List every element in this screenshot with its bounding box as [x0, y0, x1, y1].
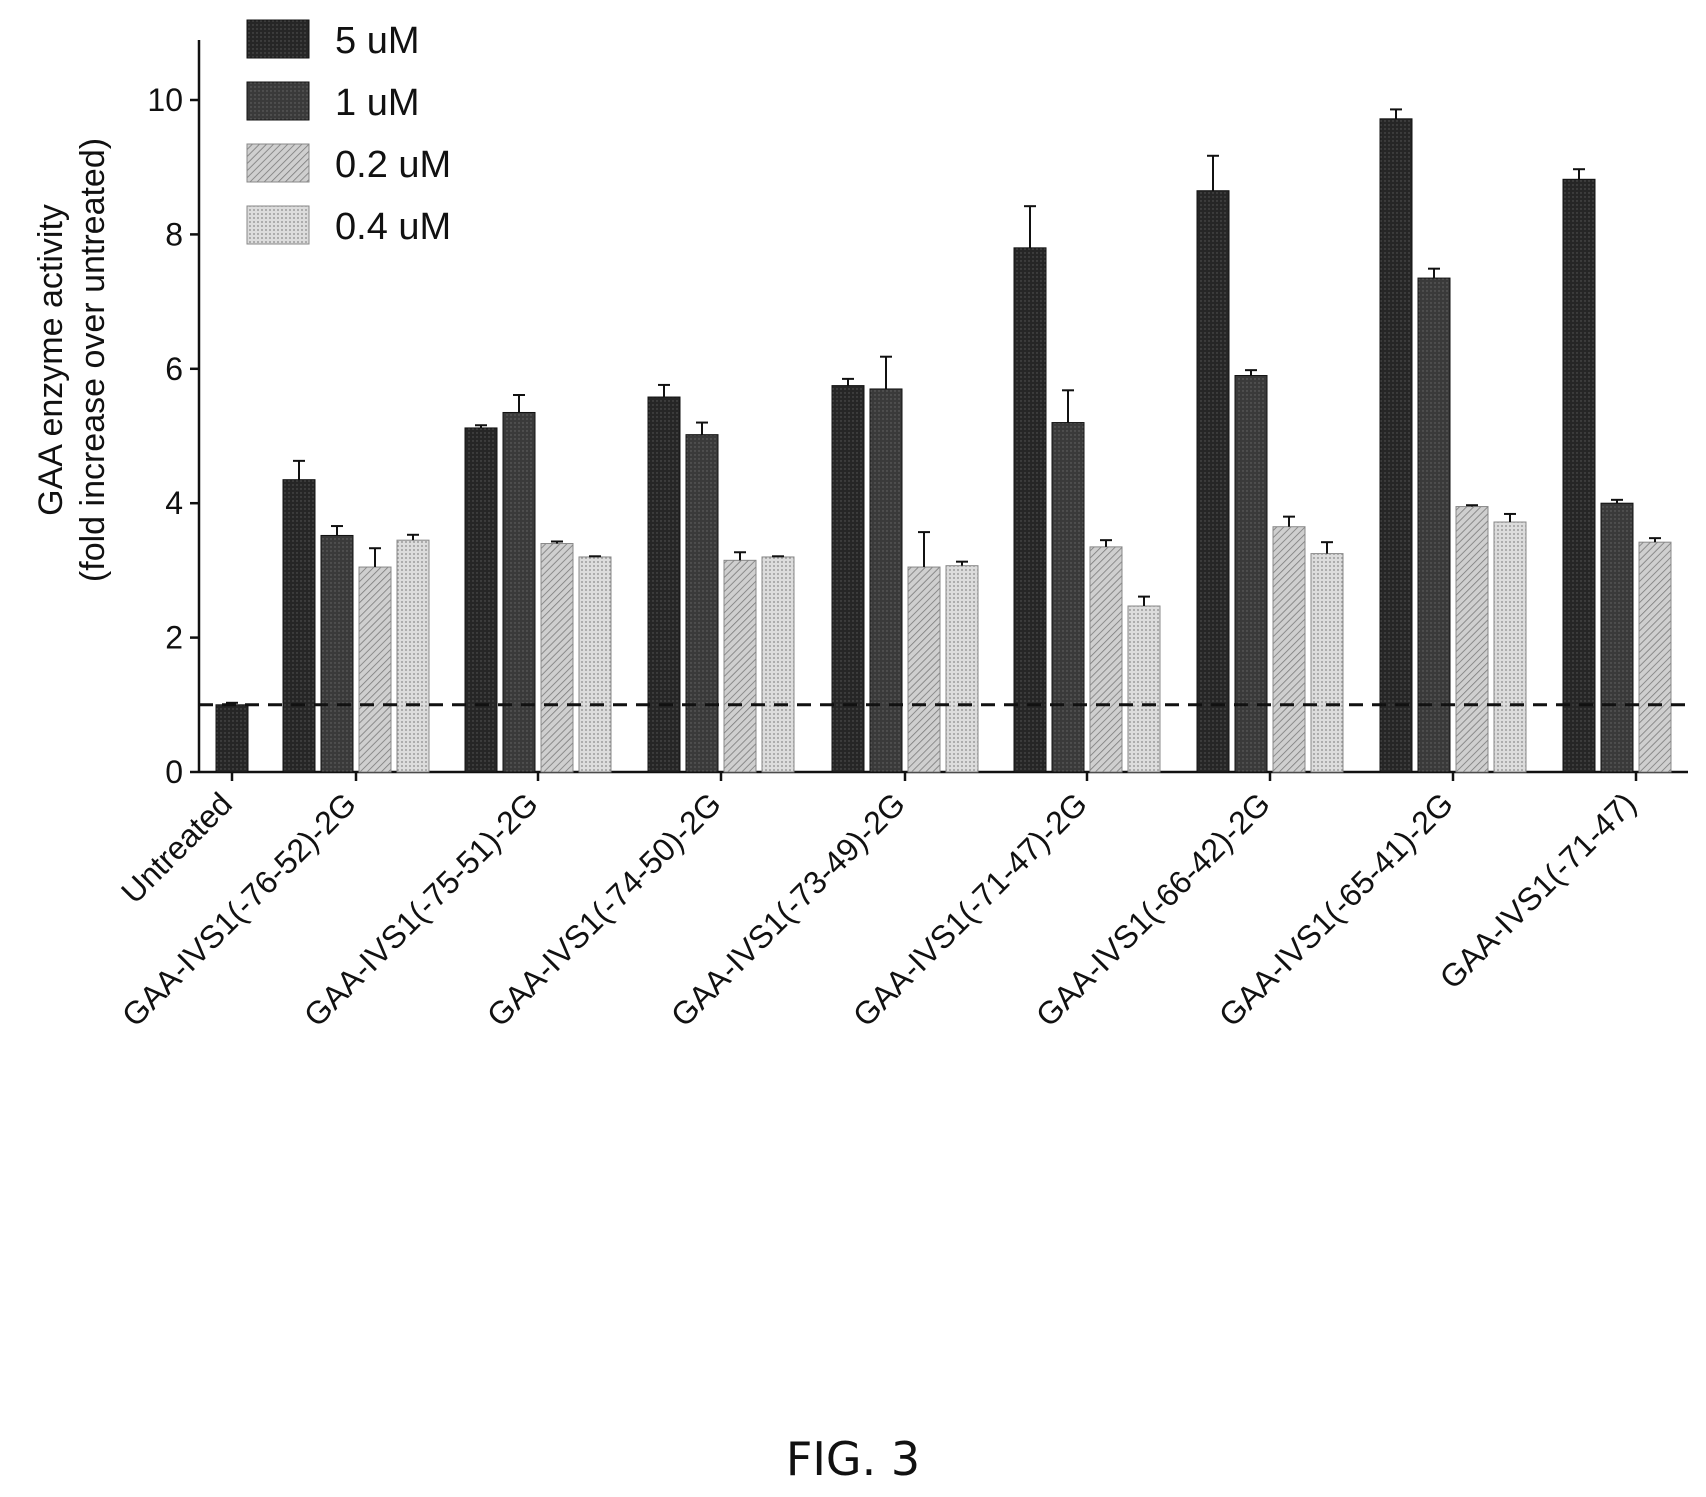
bar-0-4-um [1310, 553, 1344, 773]
y-tick-label: 0 [165, 754, 183, 790]
bar-0-4-um [396, 539, 430, 773]
bar-0-2-um [358, 566, 392, 773]
plot-area: 0246810UntreatedGAA-IVS1(-76-52)-2GGAA-I… [114, 40, 1688, 1034]
bar-0-2-um [1272, 526, 1306, 773]
figure-caption: FIG. 3 [785, 1432, 921, 1486]
legend-swatch [246, 143, 310, 183]
bar-1-um [1417, 277, 1451, 773]
legend: 5 uM 1 uM 0.2 uM 0.4 uM [246, 19, 451, 248]
bar-5-um [647, 396, 681, 773]
bar-5-um [831, 385, 865, 773]
bar-0-4-um [945, 565, 979, 773]
bar-0-2-um [907, 566, 941, 773]
y-axis-label: GAA enzyme activity (fold increase over … [32, 138, 112, 582]
y-tick-label: 10 [147, 82, 183, 118]
legend-swatch [246, 81, 310, 121]
bar-1-um [1600, 502, 1634, 773]
bar-0-2-um [1089, 546, 1123, 773]
bar-1-um [1051, 422, 1085, 773]
y-axis-label-line1: GAA enzyme activity [32, 204, 70, 516]
bar-0-4-um [761, 556, 795, 773]
bar-5-um [1196, 190, 1230, 773]
bar-0-4-um [578, 556, 612, 773]
legend-label: 5 uM [335, 20, 419, 62]
legend-swatch [246, 19, 310, 59]
bar-5-um [1562, 178, 1596, 773]
bar-0-4-um [1127, 605, 1161, 773]
bar-1-um [869, 388, 903, 773]
bar-5-um [464, 427, 498, 773]
bar-5-um [1379, 118, 1413, 773]
bar-1-um [685, 434, 719, 773]
y-tick-label: 8 [165, 216, 183, 252]
y-tick-label: 2 [165, 620, 183, 656]
bar-0-2-um [540, 543, 574, 773]
bar-0-2-um [1638, 541, 1672, 773]
bar-0-2-um [1455, 506, 1489, 773]
bar-5-um [282, 479, 316, 773]
bar-5-um [1013, 247, 1047, 773]
legend-label: 0.2 uM [335, 144, 451, 186]
bar-1-um [1234, 375, 1268, 773]
legend-label: 1 uM [335, 82, 419, 124]
y-axis-label-line2: (fold increase over untreated) [74, 138, 112, 582]
bar-0-2-um [723, 559, 757, 773]
x-tick-label: Untreated [114, 785, 239, 910]
legend-swatch [246, 205, 310, 245]
y-tick-label: 4 [165, 485, 183, 521]
y-tick-label: 6 [165, 351, 183, 387]
legend-label: 0.4 uM [335, 206, 451, 248]
bar-untreated [215, 704, 249, 773]
x-tick-label: GAA-IVS1(-71-47) [1433, 785, 1643, 995]
bar-1-um [502, 411, 536, 773]
bar-1-um [320, 534, 354, 773]
bar-0-4-um [1493, 521, 1527, 773]
